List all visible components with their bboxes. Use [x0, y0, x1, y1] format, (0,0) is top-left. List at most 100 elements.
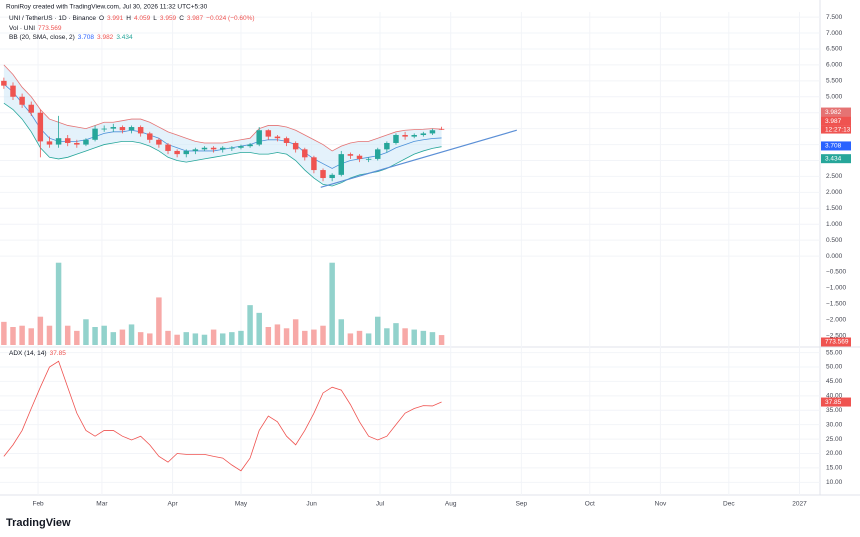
y-tick-label: 50.00 — [826, 364, 843, 371]
y-tick-label: 20.00 — [826, 450, 843, 457]
legend-item: 3.982 — [97, 34, 114, 41]
legend: UNI / TetherUS · 1D · Binance O 3.991 H 4.05… — [9, 15, 255, 22]
volume-bar — [356, 330, 363, 345]
legend-item: 773.569 — [38, 25, 62, 32]
candle-body — [338, 154, 345, 175]
volume-bar — [110, 332, 117, 345]
volume-value: 773.569 — [825, 339, 849, 346]
volume-bar — [292, 319, 299, 345]
bollinger-upper — [3, 64, 442, 152]
y-tick-label: 25.00 — [826, 436, 843, 443]
volume-bar — [174, 334, 180, 345]
candle-body — [156, 139, 162, 145]
candle-body — [247, 144, 253, 147]
bb-middle-value: 3.708 — [825, 143, 842, 150]
candle-body — [10, 85, 16, 97]
legend: ADX (14, 14) 37.85 — [9, 350, 66, 357]
candle-body — [411, 135, 417, 137]
y-tick-label: 6.500 — [826, 46, 843, 53]
y-tick-label: 40.00 — [826, 393, 843, 400]
legend-item: 3.987 — [187, 15, 204, 22]
legend-item: 3.708 — [78, 34, 95, 41]
y-tick-label: 7.500 — [826, 14, 843, 21]
volume-bar — [311, 329, 317, 345]
volume-bar — [247, 305, 253, 345]
x-tick-label: Dec — [723, 501, 735, 508]
x-tick-label: 2027 — [792, 501, 807, 508]
x-tick-label: May — [235, 501, 248, 508]
volume-bar — [101, 325, 107, 345]
brand: TradingView — [6, 517, 71, 529]
volume-bar — [165, 330, 171, 345]
volume-bar — [19, 325, 25, 345]
candle-body — [37, 112, 44, 142]
countdown-box — [821, 125, 851, 134]
candle-body — [438, 128, 445, 130]
volume-bar — [64, 325, 71, 345]
volume-bar — [375, 316, 381, 345]
candle-body — [192, 149, 199, 151]
candle-body — [210, 147, 217, 150]
bollinger-fill — [3, 64, 442, 186]
legend-item: 3.434 — [116, 34, 133, 41]
candle-body — [402, 135, 408, 137]
candle-body — [320, 170, 326, 179]
countdown: 12:27:13 — [825, 126, 851, 133]
candle-body — [420, 133, 427, 136]
y-tick-label: 6.000 — [826, 62, 843, 69]
volume-bar — [402, 328, 408, 345]
y-tick-label: −2.500 — [826, 332, 846, 339]
legend: Vol · UNI 773.569 — [9, 25, 62, 32]
candle-body — [311, 157, 317, 171]
candle-body — [375, 149, 381, 159]
volume-bar — [229, 332, 235, 345]
y-tick-label: −0.500 — [826, 269, 846, 276]
x-tick-label: Nov — [655, 501, 667, 508]
legend-item: H — [126, 15, 131, 22]
y-tick-label: −1.500 — [826, 301, 846, 308]
volume-bar — [347, 333, 354, 345]
candle-body — [219, 147, 226, 150]
volume-bar — [320, 325, 326, 345]
volume-bar — [365, 333, 372, 345]
volume-bar — [338, 319, 345, 345]
x-tick-label: Jul — [376, 501, 385, 508]
volume-bar — [1, 321, 7, 345]
candle-body — [74, 142, 80, 145]
volume-bar — [265, 327, 272, 345]
candle-body — [384, 142, 390, 150]
bb-lower-value-box — [821, 154, 851, 164]
y-tick-label: 35.00 — [826, 407, 843, 414]
volume-bar — [438, 335, 445, 345]
candle-body — [128, 127, 135, 131]
volume-bar — [274, 324, 281, 345]
legend-item: Vol · UNI — [9, 25, 35, 32]
candle-body — [283, 138, 290, 143]
candle-body — [238, 146, 244, 148]
volume-bar — [411, 329, 417, 345]
candle-body — [110, 127, 117, 129]
y-tick-label: 15.00 — [826, 465, 843, 472]
y-tick-label: 10.00 — [826, 479, 843, 486]
y-tick-label: 7.000 — [826, 30, 843, 37]
watermark: RoniRoy created with TradingView.com, Ju… — [6, 4, 208, 11]
x-tick-label: Sep — [516, 501, 528, 508]
last-price: 3.987 — [825, 118, 842, 125]
candle-body — [256, 130, 262, 145]
legend-item: BB (20, SMA, close, 2) — [9, 34, 75, 41]
legend: BB (20, SMA, close, 2) 3.708 3.982 3.434 — [9, 34, 133, 41]
volume-bar — [156, 297, 162, 345]
volume-bar — [256, 312, 262, 345]
bb-lower-value: 3.434 — [825, 155, 842, 162]
y-tick-label: 5.500 — [826, 78, 843, 85]
volume-bar — [92, 327, 98, 345]
legend-item: ADX (14, 14) — [9, 350, 47, 357]
adx-line — [3, 360, 442, 472]
volume-bar — [147, 333, 153, 345]
candle-body — [356, 155, 363, 159]
y-tick-label: 2.500 — [826, 173, 843, 180]
x-tick-label: Jun — [306, 501, 317, 508]
bb-upper-value: 3.982 — [825, 109, 842, 116]
